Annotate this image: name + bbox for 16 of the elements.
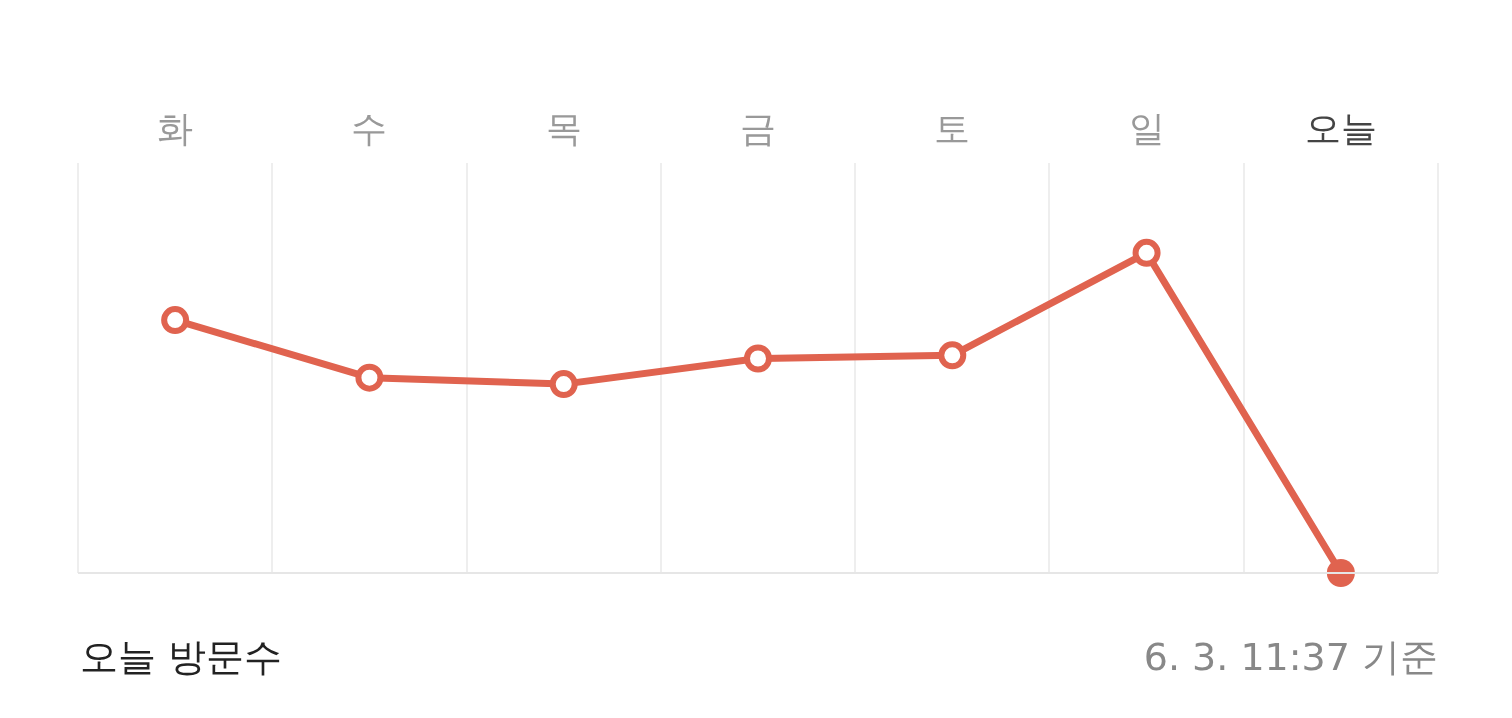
point [938,341,967,370]
x-tick-label: 일 [1128,107,1165,149]
x-tick-label: 금 [740,107,776,149]
point [1326,559,1355,587]
x-tick-label: 목 [545,107,582,149]
point [355,363,384,392]
point [1132,238,1161,267]
x-tick-label: 오늘 [1304,107,1377,149]
point [161,306,190,335]
point [744,344,772,373]
x-tick-label: 토 [934,107,971,149]
x-tick-label: 화 [157,107,194,149]
point [549,370,578,399]
text: 6. 3. 11:37 기준 [1143,634,1438,681]
x-tick-label: 수 [351,107,388,149]
text: 오늘 방문수 [80,634,283,681]
